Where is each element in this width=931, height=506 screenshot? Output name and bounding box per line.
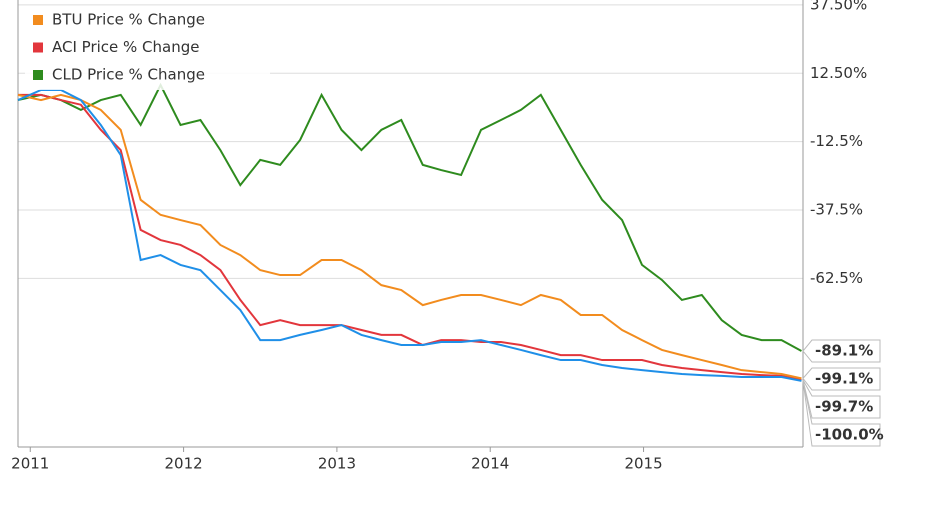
series-line bbox=[17, 82, 802, 352]
end-label: -89.1% bbox=[802, 339, 881, 363]
end-label-box bbox=[802, 379, 881, 419]
y-tick-label: -37.5% bbox=[810, 200, 863, 218]
series-line bbox=[17, 88, 802, 382]
x-tick-label: 2012 bbox=[164, 455, 202, 473]
legend-swatch bbox=[33, 15, 43, 25]
end-label-box bbox=[802, 380, 881, 447]
end-label: -100.0% bbox=[802, 380, 884, 447]
x-tick-label: 2013 bbox=[318, 455, 356, 473]
end-label-text: -99.7% bbox=[815, 398, 873, 416]
end-label-text: -89.1% bbox=[815, 342, 873, 360]
y-tick-label: 12.50% bbox=[810, 64, 867, 82]
legend-swatch bbox=[33, 70, 43, 80]
legend-label: CLD Price % Change bbox=[52, 66, 205, 84]
end-label-box bbox=[802, 339, 881, 363]
end-label-box bbox=[802, 367, 881, 391]
x-tick-label: 2014 bbox=[471, 455, 509, 473]
legend-swatch bbox=[33, 42, 43, 53]
y-tick-label: -12.5% bbox=[810, 132, 863, 150]
end-label-text: -99.1% bbox=[815, 370, 873, 388]
legend-label: BTU Price % Change bbox=[52, 11, 205, 29]
series-line bbox=[17, 93, 802, 380]
legend-label: ACI Price % Change bbox=[52, 38, 199, 56]
end-label-text: -100.0% bbox=[815, 426, 884, 444]
end-label: -99.1% bbox=[802, 367, 881, 391]
legend-box bbox=[25, 6, 270, 90]
y-tick-label: 37.50% bbox=[810, 0, 867, 13]
end-label: -99.7% bbox=[802, 379, 881, 419]
y-tick-label: -62.5% bbox=[810, 269, 863, 287]
series-line bbox=[18, 93, 802, 381]
x-tick-label: 2015 bbox=[624, 455, 662, 473]
x-tick-label: 2011 bbox=[11, 455, 49, 473]
